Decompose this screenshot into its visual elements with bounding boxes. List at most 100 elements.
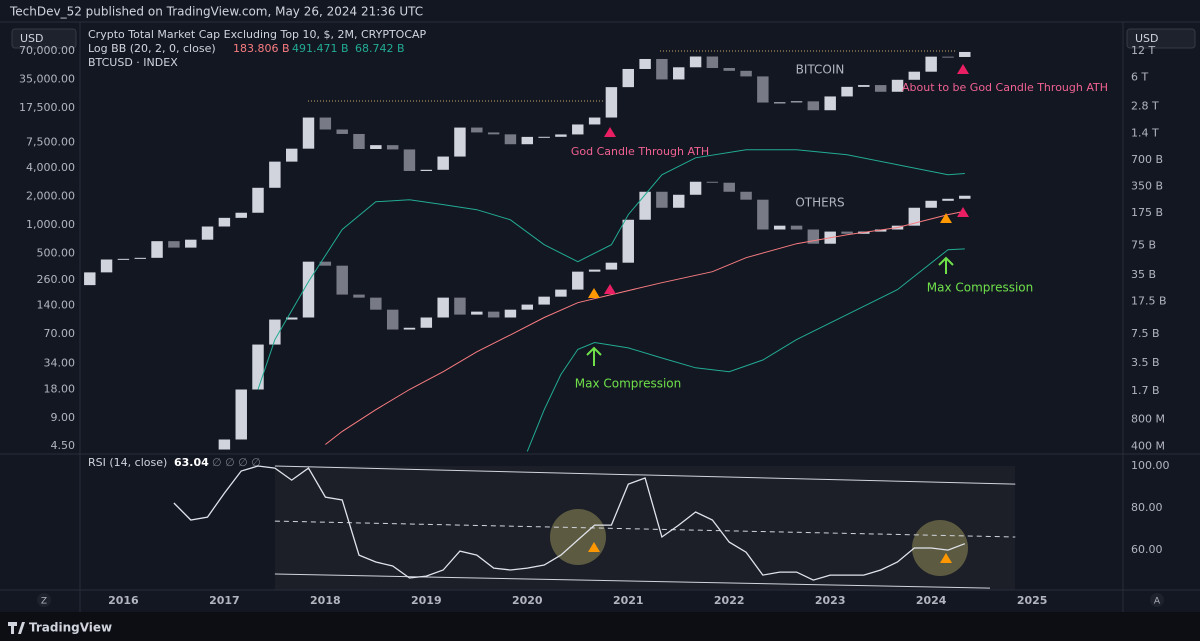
candle-body <box>588 117 601 125</box>
candle-body <box>286 317 298 320</box>
annotation: OTHERS <box>795 196 844 210</box>
x-tick-label: 2025 <box>1017 594 1048 607</box>
scale-button[interactable] <box>37 593 51 607</box>
candle-body <box>252 344 264 390</box>
y-tick-label: 1,000.00 <box>26 218 75 231</box>
candle-body <box>235 389 247 440</box>
x-tick-label: 2021 <box>613 594 644 607</box>
candle-body <box>336 265 348 295</box>
x-tick-label: 2023 <box>815 594 846 607</box>
y-tick-label: 18.00 <box>44 382 76 395</box>
candle-body <box>403 327 416 330</box>
x-tick-label: 2020 <box>512 594 543 607</box>
annotation: Max Compression <box>575 377 682 391</box>
candle-body <box>218 217 231 227</box>
highlight-circle <box>912 520 968 576</box>
logo <box>8 622 25 634</box>
candle-body <box>639 191 651 220</box>
candle-body <box>269 319 281 345</box>
candle-body <box>252 187 264 213</box>
candle-body <box>689 56 702 68</box>
candle-body <box>874 229 887 232</box>
rsi-legend: RSI (14, close) <box>88 456 167 469</box>
candle-body <box>151 241 163 258</box>
y2-tick-label: 6 T <box>1131 70 1148 83</box>
y2-tick-label: 17.5 B <box>1131 294 1167 307</box>
y-tick-label: 70,000.00 <box>19 44 75 57</box>
y-tick-label: 4,000.00 <box>26 161 75 174</box>
candle-body <box>773 102 786 104</box>
x-tick-label: 2022 <box>714 594 745 607</box>
footer-bar <box>0 612 1200 641</box>
trend-line <box>274 573 991 589</box>
candle-body <box>521 136 534 145</box>
y2-tick-label: 35 B <box>1131 268 1156 281</box>
y2-tick-label: 1.7 B <box>1131 384 1160 397</box>
candle-body <box>723 182 735 192</box>
candle-body <box>942 56 954 58</box>
y-tick-label: 7,500.00 <box>26 135 75 148</box>
x-tick-label: 2018 <box>310 594 341 607</box>
candle-body <box>487 132 500 135</box>
indicator-value: 68.742 B <box>355 42 405 55</box>
candle-body <box>386 145 399 150</box>
candle-body <box>319 261 332 266</box>
currency-button[interactable] <box>1126 28 1196 49</box>
candle-body <box>723 67 735 71</box>
candle-body <box>504 309 517 318</box>
candle-body <box>925 56 937 72</box>
candle-body <box>471 311 483 315</box>
candle-body <box>807 101 820 111</box>
y-tick-label: 60.00 <box>1131 543 1163 556</box>
y-tick-label: 500.00 <box>37 246 76 259</box>
candle-body <box>218 439 231 450</box>
x-tick-label: 2016 <box>108 594 139 607</box>
candle-body <box>437 156 449 170</box>
arrow <box>938 256 954 274</box>
candle-body <box>959 195 971 199</box>
currency-button[interactable] <box>11 28 77 49</box>
y-tick-label: 35,000.00 <box>19 72 75 85</box>
y-tick-label: 2,000.00 <box>26 190 75 203</box>
publisher-line: TechDev_52 published on TradingView.com,… <box>9 5 423 19</box>
y2-tick-label: 75 B <box>1131 239 1156 252</box>
candle-body <box>706 56 719 68</box>
candle-body <box>471 127 483 133</box>
candle-body <box>185 239 197 248</box>
annotation: Max Compression <box>927 281 1034 295</box>
candle-body <box>420 169 433 171</box>
x-tick-label: 2017 <box>209 594 240 607</box>
candle-body <box>942 198 954 201</box>
candle-body <box>841 231 853 234</box>
indicator-legend: Log BB (20, 2, 0, close) <box>88 42 216 55</box>
indicator-value: 183.806 B <box>233 42 290 55</box>
candle-body <box>201 226 214 240</box>
y2-tick-label: 3.5 B <box>1131 356 1160 369</box>
candle-body <box>100 259 113 273</box>
candle-body <box>370 297 382 310</box>
rsi-highlight <box>275 466 1015 590</box>
candle-body <box>353 133 365 149</box>
y2-tick-label: 7.5 B <box>1131 327 1160 340</box>
annotation: BITCOIN <box>796 63 845 77</box>
signal-triangle <box>957 207 969 217</box>
candle-body <box>706 181 719 183</box>
scale-button-label: Z <box>41 597 47 607</box>
marks: 70,000.00 35,000.00 17,500.00 7,500.00 4,000… <box>19 44 1169 607</box>
signal-triangle <box>604 284 616 294</box>
candle-body <box>773 225 786 230</box>
y-tick-label: 260.00 <box>37 273 76 286</box>
candle-body <box>959 51 971 57</box>
candle-body <box>740 70 752 77</box>
rsi-na: ∅ ∅ ∅ ∅ <box>212 456 261 469</box>
candle-body <box>656 58 668 80</box>
candle-body <box>807 229 820 244</box>
candle-body <box>403 149 416 171</box>
candle-body <box>622 68 634 88</box>
currency-label: USD <box>1135 32 1159 45</box>
scale-button[interactable] <box>1150 593 1164 607</box>
y2-tick-label: 12 T <box>1131 44 1155 57</box>
candle-body <box>168 241 180 248</box>
candle-body <box>858 85 870 87</box>
